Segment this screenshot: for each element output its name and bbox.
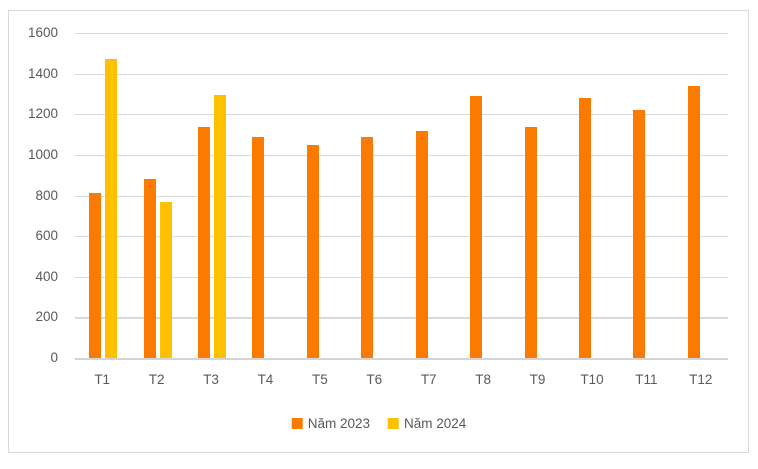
y-axis-tick-1200: 1200 — [27, 106, 58, 122]
gridline-y-1400 — [75, 73, 728, 75]
x-axis-label-t4: T4 — [257, 372, 274, 387]
bar-nam-2023-t6[interactable] — [361, 136, 374, 358]
x-axis-label-t6: T6 — [366, 372, 383, 387]
y-axis-tick-1600: 1600 — [27, 25, 58, 40]
gridline-y-1000 — [75, 154, 728, 157]
x-axis-label-t11: T11 — [635, 372, 658, 387]
bar-nam-2023-t9[interactable] — [524, 127, 537, 358]
chart-frame — [8, 10, 749, 453]
x-axis-label-t12: T12 — [689, 372, 713, 387]
gridline-y-1200 — [75, 114, 728, 116]
bar-nam-2023-t2[interactable] — [143, 179, 156, 358]
bar-nam-2023-t10[interactable] — [578, 98, 591, 358]
x-axis-label-t3: T3 — [203, 372, 219, 387]
bar-nam-2023-t11[interactable] — [633, 110, 646, 358]
x-axis-label-t9: T9 — [529, 372, 546, 387]
gridline-y-400 — [75, 276, 728, 278]
bar-nam-2023-t4[interactable] — [252, 136, 265, 358]
x-axis-label-t10: T10 — [580, 372, 604, 387]
gridline-y-800 — [75, 195, 728, 197]
x-axis-label-t1: T1 — [94, 372, 111, 387]
bar-nam-2024-t3[interactable] — [214, 94, 227, 358]
x-axis-line — [75, 357, 728, 360]
y-axis-tick-600: 600 — [35, 228, 58, 244]
legend-label-nam-2023: Năm 2023 — [307, 416, 370, 431]
bar-nam-2023-t8[interactable] — [470, 95, 483, 358]
bar-nam-2023-t3[interactable] — [198, 127, 211, 358]
legend: Năm 2023 Năm 2024 — [291, 416, 466, 431]
legend-swatch-nam-2023 — [291, 418, 303, 429]
legend-item-nam-2024[interactable]: Năm 2024 — [388, 416, 466, 431]
x-axis-label-t5: T5 — [311, 372, 328, 387]
gridline-y-200 — [75, 317, 728, 319]
y-axis-tick-1000: 1000 — [27, 146, 58, 162]
legend-item-nam-2023[interactable]: Năm 2023 — [291, 416, 370, 431]
bar-nam-2023-t7[interactable] — [415, 130, 428, 358]
y-axis-tick-200: 200 — [35, 309, 58, 325]
bar-nam-2023-t12[interactable] — [687, 85, 700, 358]
y-axis-tick-400: 400 — [35, 268, 58, 284]
gridline-y-1600 — [75, 33, 728, 35]
y-axis-tick-800: 800 — [35, 187, 58, 203]
bar-nam-2023-t5[interactable] — [306, 144, 319, 358]
bar-nam-2024-t1[interactable] — [105, 59, 118, 358]
legend-swatch-nam-2024 — [388, 418, 399, 429]
gridline-y-600 — [75, 236, 728, 238]
legend-label-nam-2024: Năm 2024 — [404, 416, 467, 431]
x-axis-label-t8: T8 — [475, 372, 491, 387]
y-axis-tick-0: 0 — [50, 350, 58, 365]
y-axis-tick-1400: 1400 — [27, 65, 58, 81]
bar-nam-2023-t1[interactable] — [89, 193, 102, 358]
bar-nam-2024-t2[interactable] — [159, 201, 172, 358]
x-axis-label-t2: T2 — [148, 372, 165, 387]
x-axis-label-t7: T7 — [420, 372, 437, 387]
